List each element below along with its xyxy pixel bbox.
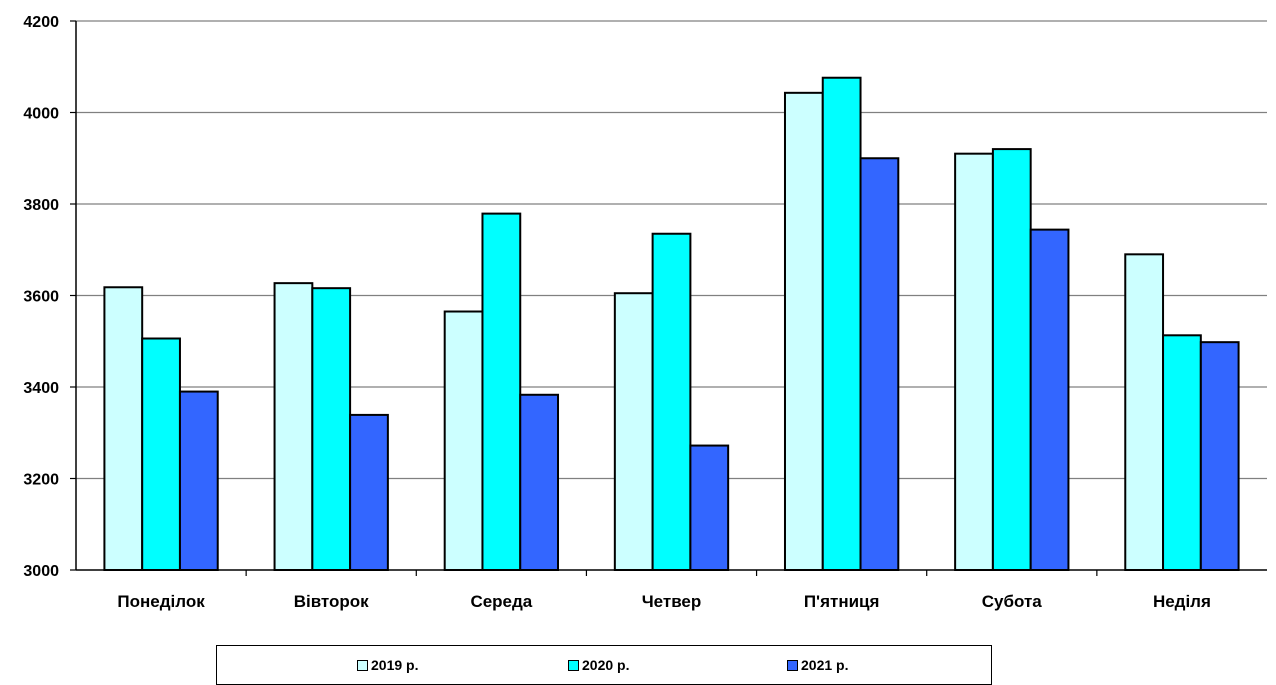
bar-2021-3 — [689, 444, 730, 571]
legend-item-2019: 2019 р. — [357, 657, 418, 673]
x-axis-category-labels: Понеділок Вівторок Середа Четвер П'ятниця Суб… — [117, 592, 1210, 611]
legend-label-2020: 2020 р. — [582, 657, 630, 673]
bar-2020-1 — [311, 287, 352, 571]
bar-2021-0 — [178, 390, 219, 572]
bar-2021-5 — [1029, 228, 1070, 571]
bar-2020-6 — [1162, 334, 1202, 571]
bar-2019-1 — [273, 282, 314, 571]
bar-2019-0 — [103, 286, 144, 571]
x-category-label: Вівторок — [294, 592, 369, 611]
bar-2021-6 — [1199, 341, 1240, 572]
bar-2019-3 — [613, 292, 654, 571]
x-category-label: Середа — [470, 592, 532, 611]
legend-label-2021: 2021 р. — [801, 657, 849, 673]
bar-2020-5 — [991, 148, 1032, 571]
y-tick-label: 3800 — [23, 197, 59, 214]
bar-2019-6 — [1124, 253, 1165, 571]
y-axis-tick-labels: 3000 3200 3400 3600 3800 4000 4200 — [23, 14, 59, 580]
legend-label-2019: 2019 р. — [371, 657, 419, 673]
bar-2020-0 — [141, 337, 181, 571]
y-tick-label: 3400 — [23, 380, 59, 397]
bar-2020-4 — [821, 76, 862, 571]
legend-item-2020: 2020 р. — [568, 657, 629, 673]
y-tick-label: 4000 — [23, 106, 59, 123]
x-category-label: П'ятниця — [804, 592, 880, 611]
bars — [103, 76, 1240, 572]
bar-2020-3 — [651, 232, 692, 572]
y-tick-label: 3000 — [23, 563, 59, 580]
x-category-label: Четвер — [642, 592, 702, 611]
bar-2021-4 — [859, 157, 900, 571]
bar-2021-1 — [349, 413, 389, 571]
bar-2021-2 — [519, 393, 560, 571]
legend-swatch-2019 — [357, 659, 368, 671]
x-category-label: Понеділок — [117, 592, 205, 611]
y-tick-label: 3200 — [23, 472, 59, 489]
bar-2019-5 — [954, 152, 994, 572]
axes — [70, 20, 1267, 576]
x-category-label: Неділя — [1153, 592, 1211, 611]
legend-swatch-2020 — [568, 659, 579, 671]
legend-item-2021: 2021 р. — [787, 657, 848, 673]
bar-2020-2 — [481, 212, 522, 571]
legend: 2019 р. 2020 р. 2021 р. — [216, 645, 992, 685]
bar-2019-4 — [783, 91, 824, 571]
bar-chart: 3000 3200 3400 3600 3800 4000 4200 Понеділок Ві… — [23, 14, 1267, 611]
legend-swatch-2021 — [787, 659, 798, 671]
y-tick-label: 4200 — [23, 14, 59, 31]
x-category-label: Субота — [982, 592, 1043, 611]
y-tick-label: 3600 — [23, 289, 59, 306]
bar-2019-2 — [443, 310, 484, 571]
